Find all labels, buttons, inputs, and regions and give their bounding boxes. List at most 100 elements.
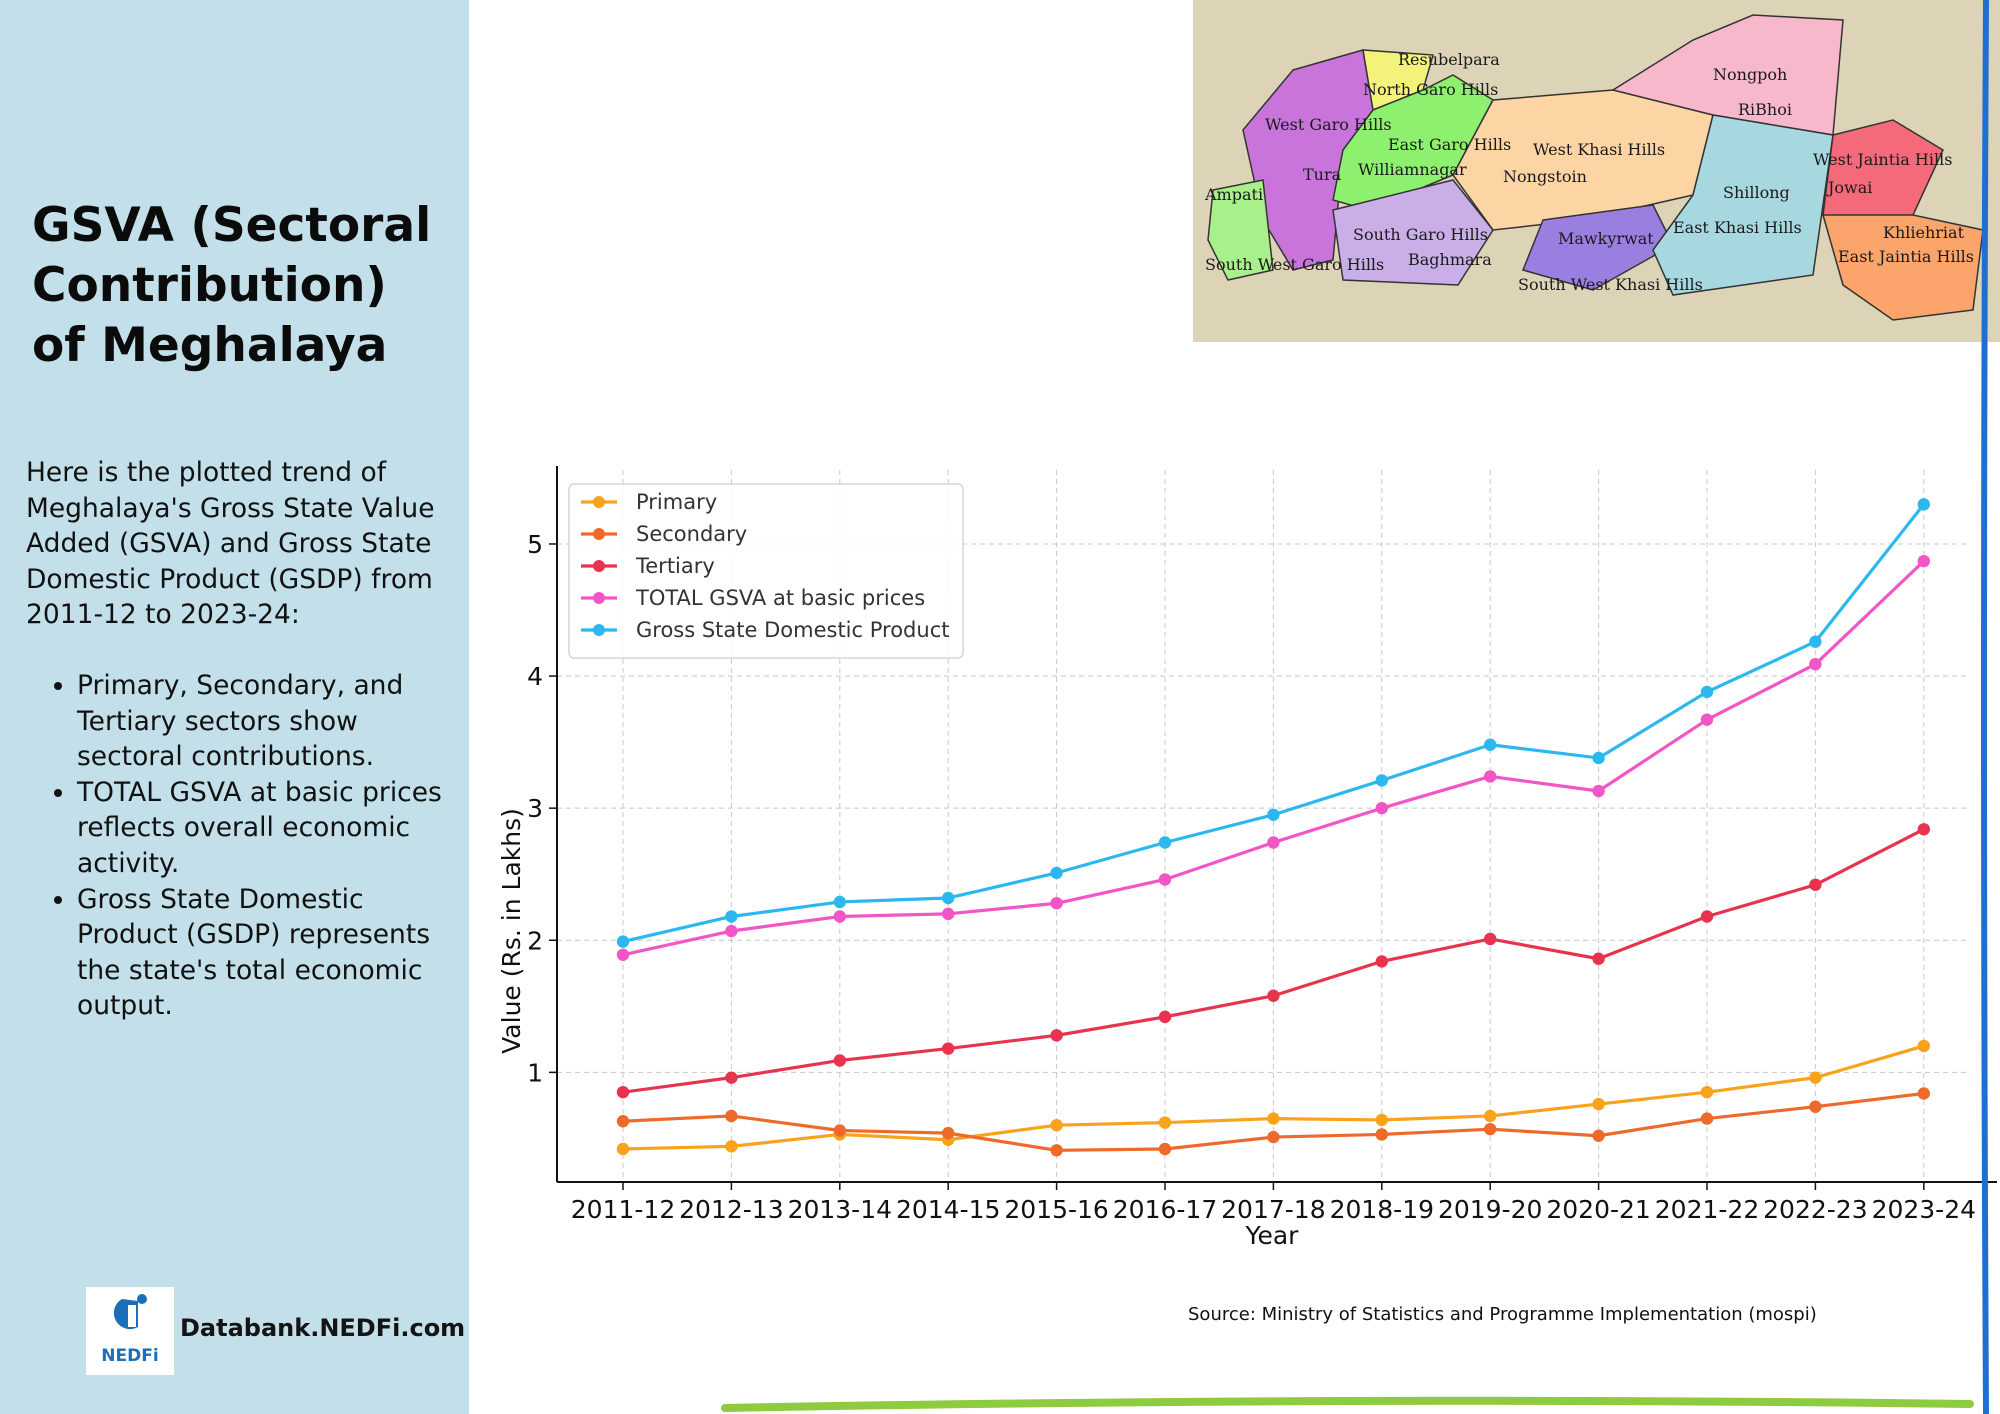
map-label: East Khasi Hills xyxy=(1673,218,1802,237)
map-label: West Khasi Hills xyxy=(1533,140,1665,159)
legend-label: Tertiary xyxy=(635,554,715,578)
data-point xyxy=(1375,955,1388,968)
data-point xyxy=(1158,873,1172,886)
map-label: Nongstoin xyxy=(1503,167,1587,186)
legend-label: TOTAL GSVA at basic prices xyxy=(635,586,925,610)
data-point xyxy=(1267,808,1280,821)
data-point xyxy=(1809,1071,1822,1084)
data-point xyxy=(1158,1116,1172,1129)
legend-label: Gross State Domestic Product xyxy=(636,618,949,642)
data-point xyxy=(1267,989,1280,1002)
data-point xyxy=(1700,1085,1714,1099)
bullet-list: Primary, Secondary, and Tertiary sectors… xyxy=(26,668,456,1024)
y-tick-label: 4 xyxy=(527,662,543,691)
data-point xyxy=(942,907,955,921)
data-point xyxy=(1050,897,1063,910)
data-point xyxy=(1592,1097,1605,1111)
data-point xyxy=(1700,910,1714,923)
data-point xyxy=(1592,751,1605,765)
x-tick-label: 2020-21 xyxy=(1546,1195,1650,1224)
bullet-item: TOTAL GSVA at basic prices reflects over… xyxy=(77,775,456,882)
chart-axes xyxy=(556,466,1997,1183)
map-label: West Garo Hills xyxy=(1265,115,1392,134)
map-label: Williamnagar xyxy=(1358,160,1467,179)
data-point xyxy=(1809,1100,1822,1113)
map-label: Ampati xyxy=(1204,185,1263,204)
legend-box xyxy=(568,483,964,659)
data-point xyxy=(1484,932,1497,946)
data-point xyxy=(1050,1029,1063,1042)
map-label: RiBhoi xyxy=(1738,100,1792,119)
intro-text: Here is the plotted trend of Meghalaya's… xyxy=(26,457,435,631)
map-label: East Jaintia Hills xyxy=(1838,247,1974,266)
x-ticks: 2011-12 2012-13 2013-14 2014-15 2015-16 2016-… xyxy=(571,1182,1976,1224)
bottom-accent-line xyxy=(721,1396,1974,1412)
data-point xyxy=(725,1071,738,1084)
data-point xyxy=(1809,657,1822,671)
data-point xyxy=(1592,1129,1605,1142)
bullet-item: Primary, Secondary, and Tertiary sectors… xyxy=(77,668,456,775)
data-point xyxy=(616,1085,630,1099)
data-point xyxy=(1592,952,1605,965)
data-point xyxy=(1375,1128,1388,1141)
data-point xyxy=(1050,866,1063,880)
data-point xyxy=(1484,738,1497,751)
y-tick-label: 3 xyxy=(527,794,543,823)
data-point xyxy=(1917,1039,1931,1053)
map-label: Jowai xyxy=(1826,178,1872,197)
logo-mark-text: NEDFi xyxy=(101,1346,158,1366)
y-tick-label: 5 xyxy=(527,530,543,559)
map-label: South West Khasi Hills xyxy=(1518,275,1703,294)
y-ticks: 1 2 3 4 5 xyxy=(527,530,557,1087)
map-label: Shillong xyxy=(1723,183,1790,202)
y-tick-label: 1 xyxy=(527,1058,543,1087)
map-label: Khliehriat xyxy=(1883,223,1965,242)
map-label: North Garo Hills xyxy=(1363,80,1498,99)
legend-swatch-marker xyxy=(593,496,605,508)
x-tick-label: 2014-15 xyxy=(896,1195,1000,1224)
data-point xyxy=(725,1140,738,1153)
x-tick-label: 2022-23 xyxy=(1763,1195,1867,1224)
meghalaya-district-map: Resubelpara North Garo Hills West Garo H… xyxy=(1193,0,2000,342)
nedfi-logo: NEDFi xyxy=(86,1287,174,1375)
map-label: East Garo Hills xyxy=(1388,135,1511,154)
data-point xyxy=(725,910,738,923)
data-point xyxy=(1917,498,1931,511)
data-point xyxy=(725,1109,738,1123)
x-tick-label: 2012-13 xyxy=(679,1195,783,1224)
y-axis-title: Value (Rs. in Lakhs) xyxy=(497,808,526,1054)
data-point xyxy=(1158,1142,1172,1156)
x-tick-label: 2011-12 xyxy=(571,1195,675,1224)
x-tick-label: 2016-17 xyxy=(1113,1195,1217,1224)
data-point xyxy=(1917,1087,1931,1100)
data-point xyxy=(1700,1112,1714,1125)
data-point xyxy=(616,1142,630,1156)
data-point xyxy=(1484,770,1497,783)
series-layer xyxy=(616,498,1931,1157)
map-label: West Jaintia Hills xyxy=(1813,150,1952,169)
x-tick-label: 2023-24 xyxy=(1872,1195,1976,1224)
x-tick-label: 2018-19 xyxy=(1330,1195,1434,1224)
data-point xyxy=(725,924,738,938)
data-point xyxy=(1484,1109,1497,1123)
legend-swatch-marker xyxy=(593,592,605,604)
data-point xyxy=(616,935,630,948)
data-point xyxy=(1267,1112,1280,1125)
map-label: Nongpoh xyxy=(1713,65,1787,84)
data-point xyxy=(833,1054,846,1067)
data-point xyxy=(942,1126,955,1140)
data-point xyxy=(1267,1130,1280,1144)
legend-swatch-marker xyxy=(593,560,605,572)
logo-text[interactable]: Databank.NEDFi.com xyxy=(180,1314,466,1342)
bullet-item: Gross State Domestic Product (GSDP) repr… xyxy=(77,882,456,1024)
data-point xyxy=(1700,713,1714,726)
x-tick-label: 2017-18 xyxy=(1221,1195,1325,1224)
right-edge-line xyxy=(1981,0,1989,1414)
data-point xyxy=(616,948,630,961)
data-point xyxy=(616,1115,630,1128)
x-tick-label: 2019-20 xyxy=(1438,1195,1542,1224)
x-tick-label: 2013-14 xyxy=(788,1195,892,1224)
data-point xyxy=(1050,1144,1063,1157)
data-point xyxy=(1375,801,1388,815)
map-label: South Garo Hills xyxy=(1353,225,1488,244)
